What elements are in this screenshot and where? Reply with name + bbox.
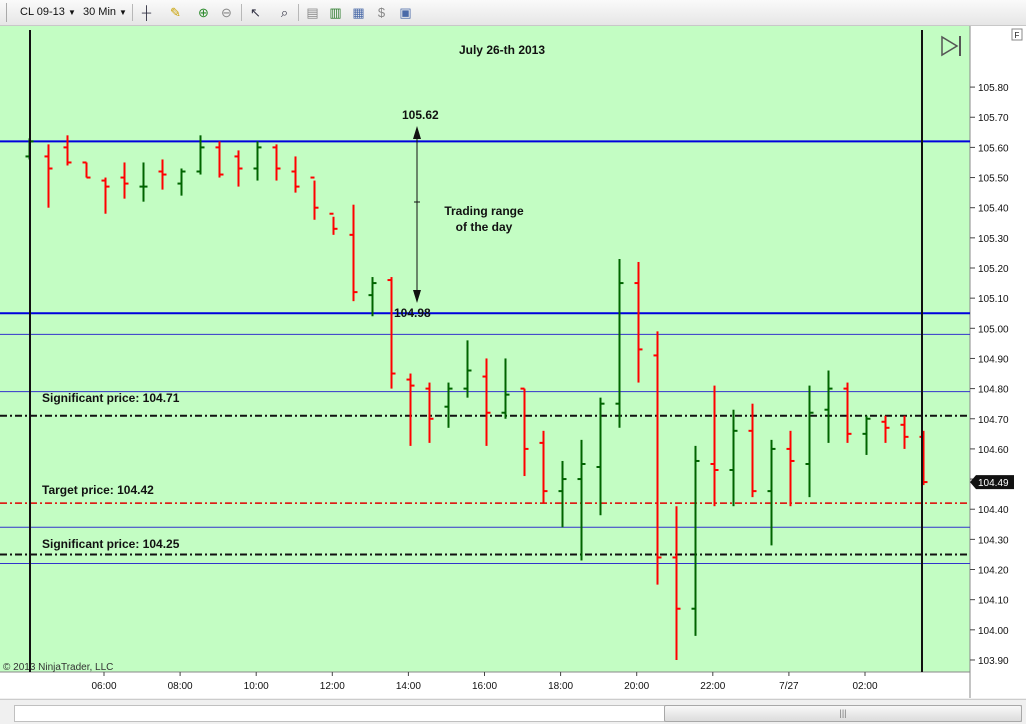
time-tick-label: 18:00 <box>548 681 573 692</box>
price-tick-label: 105.30 <box>978 234 1009 245</box>
axis-corner-label: F <box>1015 31 1020 40</box>
time-tick-label: 12:00 <box>320 681 345 692</box>
price-tick-label: 105.00 <box>978 324 1009 335</box>
magnify-icon[interactable]: ⌕ <box>280 5 289 20</box>
last-price-marker: 104.49 <box>970 475 1014 490</box>
price-chart[interactable]: 103.90 104.00 104.10 104.20 104.30 104.40 104.… <box>0 26 1026 698</box>
price-levels <box>0 140 970 564</box>
time-tick-label: 22:00 <box>700 681 725 692</box>
time-tick-label: 08:00 <box>168 681 193 692</box>
instrument-icon[interactable]: $ <box>377 5 386 20</box>
price-tick-label: 105.40 <box>978 204 1009 215</box>
time-tick-label: 10:00 <box>244 681 269 692</box>
indicators-icon[interactable]: ▥ <box>329 5 342 20</box>
time-tick-label: 16:00 <box>472 681 497 692</box>
time-tick-label: 20:00 <box>624 681 649 692</box>
price-tick-label: 104.70 <box>978 415 1009 426</box>
ohlc-bars <box>25 135 928 660</box>
horizontal-scrollbar[interactable]: ||| <box>0 699 1026 724</box>
time-axis: 06:00 08:00 10:00 12:00 14:00 16:00 18:00 20:00… <box>91 672 878 692</box>
time-tick-label: 02:00 <box>852 681 877 692</box>
price-tick-label: 105.10 <box>978 294 1009 305</box>
significant-price-label-1: Significant price: 104.71 <box>42 391 180 405</box>
range-arrow <box>413 126 421 303</box>
scrollbar-thumb[interactable]: ||| <box>664 705 1022 722</box>
price-tick-label: 105.50 <box>978 174 1009 185</box>
price-tick-label: 103.90 <box>978 656 1009 667</box>
time-axis-background <box>0 672 970 698</box>
toolbar-separator <box>241 4 242 21</box>
target-price-label: Target price: 104.42 <box>42 483 154 497</box>
data-box-icon[interactable]: ▤ <box>306 5 319 20</box>
toolbar-separator <box>298 4 299 21</box>
significant-price-label-2: Significant price: 104.25 <box>42 537 180 551</box>
time-tick-label: 7/27 <box>779 681 799 692</box>
price-tick-label: 104.90 <box>978 354 1009 365</box>
toolbar-separator <box>132 4 133 21</box>
strategies-icon[interactable]: ▦ <box>352 5 365 20</box>
price-tick-label: 104.40 <box>978 505 1009 516</box>
axis-background <box>970 26 1026 698</box>
plot-background <box>0 26 970 672</box>
range-high-label: 105.62 <box>402 108 439 122</box>
price-tick-label: 104.10 <box>978 596 1009 607</box>
price-tick-label: 105.70 <box>978 113 1009 124</box>
price-tick-label: 105.60 <box>978 143 1009 154</box>
last-price-value: 104.49 <box>978 478 1009 489</box>
interval-selector[interactable]: 30 Min <box>83 6 117 18</box>
chart-title: July 26-th 2013 <box>459 43 545 57</box>
interval-dropdown-icon[interactable]: ▼ <box>119 8 127 17</box>
price-tick-label: 105.80 <box>978 83 1009 94</box>
time-tick-label: 06:00 <box>91 681 116 692</box>
draw-tool-icon[interactable]: ✎ <box>170 5 181 20</box>
price-tick-label: 104.80 <box>978 385 1009 396</box>
bar-style-icon[interactable]: ┼ <box>141 5 152 20</box>
price-tick-label: 105.20 <box>978 264 1009 275</box>
range-annotation-line2: of the day <box>456 220 513 234</box>
zoom-out-icon[interactable]: ⊖ <box>221 5 232 20</box>
zoom-in-icon[interactable]: ⊕ <box>198 5 209 20</box>
instrument-selector[interactable]: CL 09-13 <box>20 6 65 18</box>
range-low-label: 104.98 <box>394 306 431 320</box>
range-annotation-line1: Trading range <box>444 204 524 218</box>
price-tick-label: 104.20 <box>978 566 1009 577</box>
properties-icon[interactable]: ▣ <box>399 5 412 20</box>
instrument-dropdown-icon[interactable]: ▼ <box>68 8 76 17</box>
chart-toolbar: CL 09-13 ▼ 30 Min ▼ ┼ ✎ ⊕ ⊖ ↖ ⌕ ▤ ▥ ▦ $ … <box>0 0 1026 26</box>
toolbar-grip <box>6 3 7 22</box>
time-tick-label: 14:00 <box>396 681 421 692</box>
price-tick-label: 104.30 <box>978 535 1009 546</box>
cursor-icon[interactable]: ↖ <box>250 5 261 20</box>
axis-corner-box[interactable] <box>1011 28 1023 41</box>
chart-panel[interactable]: 103.90 104.00 104.10 104.20 104.30 104.40 104.… <box>0 26 1026 698</box>
price-tick-label: 104.60 <box>978 445 1009 456</box>
price-tick-label: 104.00 <box>978 626 1009 637</box>
copyright-text: © 2013 NinjaTrader, LLC <box>3 662 113 673</box>
end-of-chart-icon[interactable] <box>941 35 961 57</box>
